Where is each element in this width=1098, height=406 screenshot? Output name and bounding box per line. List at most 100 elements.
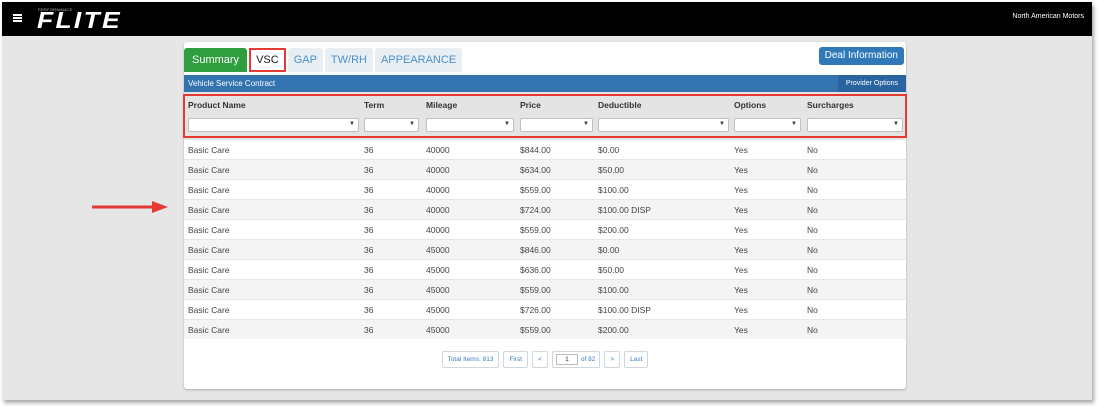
first-page-button[interactable]: First [503,350,529,368]
cell-term: 36 [364,265,374,275]
dealer-name: North American Motors [1012,13,1084,20]
cell-price: $846.00 [520,245,551,255]
cell-deductible: $100.00 DISP [598,205,651,215]
table-header: Product Name Term Mileage Price Deductib… [184,92,906,139]
cell-term: 36 [364,245,374,255]
filter-surcharges[interactable]: ▼ [807,118,903,132]
cell-term: 36 [364,285,374,295]
filter-price[interactable]: ▼ [520,118,593,132]
table-row[interactable]: Basic Care 36 40000 $844.00 $0.00 Yes No [184,139,906,159]
cell-deductible: $100.00 DISP [598,305,651,315]
cell-mileage: 45000 [426,265,450,275]
table-row[interactable]: Basic Care 36 40000 $559.00 $100.00 Yes No [184,179,906,199]
provider-options-button[interactable]: Provider Options [837,75,906,92]
prev-page-button[interactable]: < [532,350,548,368]
next-page-button[interactable]: > [604,350,621,368]
cell-term: 36 [364,205,374,215]
cell-surcharges: No [807,205,818,215]
tab-summary[interactable]: Summary [184,48,248,72]
cell-surcharges: No [807,145,818,155]
total-items: Total Items: 813 [441,350,500,368]
cell-surcharges: No [807,185,818,195]
menu-icon[interactable] [13,14,22,22]
cell-surcharges: No [807,305,818,315]
tab-gap[interactable]: GAP [287,48,323,72]
cell-product-name: Basic Care [188,165,230,175]
caret-down-icon: ▼ [791,121,797,127]
section-header: Vehicle Service Contract Provider Option… [184,75,906,92]
cell-price: $636.00 [520,265,551,275]
logo-tagline: PERFORMANCE [38,7,73,12]
table-row[interactable]: Basic Care 36 45000 $559.00 $100.00 Yes No [184,279,906,299]
cell-product-name: Basic Care [188,285,230,295]
cell-term: 36 [364,325,374,335]
filter-term[interactable]: ▼ [364,118,419,132]
cell-product-name: Basic Care [188,185,230,195]
cell-product-name: Basic Care [188,305,230,315]
arrow-annotation-icon [92,201,168,213]
col-header-product-name[interactable]: Product Name [188,100,246,110]
cell-surcharges: No [807,325,818,335]
cell-product-name: Basic Care [188,205,230,215]
cell-surcharges: No [807,265,818,275]
tab-twrh[interactable]: TW/RH [324,48,373,72]
filter-options[interactable]: ▼ [734,118,801,132]
cell-mileage: 40000 [426,185,450,195]
cell-term: 36 [364,145,374,155]
tab-vsc[interactable]: VSC [249,48,286,72]
cell-product-name: Basic Care [188,225,230,235]
deal-information-button[interactable]: Deal Information [818,47,904,65]
cell-options: Yes [734,225,748,235]
page-count: of 82 [580,355,596,363]
cell-term: 36 [364,305,374,315]
table-row[interactable]: Basic Care 36 45000 $726.00 $100.00 DISP Yes N… [184,299,906,319]
filter-deductible[interactable]: ▼ [598,118,729,132]
pagination: Total Items: 813 First < of 82 > Last [184,350,906,368]
last-page-button[interactable]: Last [624,350,649,368]
filter-mileage[interactable]: ▼ [426,118,514,132]
cell-surcharges: No [807,285,818,295]
cell-options: Yes [734,305,748,315]
page-indicator: of 82 [551,350,601,368]
logo: PERFORMANCE FLITE [37,7,133,33]
page-number-input[interactable] [555,353,578,365]
caret-down-icon: ▼ [719,121,725,127]
table-body: Basic Care 36 40000 $844.00 $0.00 Yes No Basic … [184,139,906,339]
cell-deductible: $0.00 [598,245,620,255]
table-row[interactable]: Basic Care 36 45000 $559.00 $200.00 Yes No [184,319,906,339]
table-row[interactable]: Basic Care 36 40000 $634.00 $50.00 Yes No [184,159,906,179]
cell-mileage: 45000 [426,305,450,315]
table-row[interactable]: Basic Care 36 45000 $636.00 $50.00 Yes No [184,259,906,279]
cell-deductible: $100.00 [598,185,629,195]
col-header-surcharges[interactable]: Surcharges [807,100,854,110]
cell-mileage: 40000 [426,205,450,215]
cell-term: 36 [364,185,374,195]
top-bar: PERFORMANCE FLITE North American Motors [2,2,1092,36]
caret-down-icon: ▼ [504,121,510,127]
cell-product-name: Basic Care [188,265,230,275]
col-header-deductible[interactable]: Deductible [598,100,642,110]
cell-mileage: 40000 [426,145,450,155]
caret-down-icon: ▼ [409,121,415,127]
cell-price: $726.00 [520,305,551,315]
table-row[interactable]: Basic Care 36 40000 $724.00 $100.00 DISP Yes N… [184,199,906,219]
section-title: Vehicle Service Contract [188,79,276,88]
cell-options: Yes [734,285,748,295]
tab-appearance[interactable]: APPEARANCE [374,48,463,72]
cell-surcharges: No [807,165,818,175]
filter-product-name[interactable]: ▼ [188,118,359,132]
cell-mileage: 45000 [426,325,450,335]
cell-deductible: $50.00 [598,265,624,275]
table-row[interactable]: Basic Care 36 45000 $846.00 $0.00 Yes No [184,239,906,259]
col-header-options[interactable]: Options [734,100,767,110]
cell-product-name: Basic Care [188,145,230,155]
cell-mileage: 45000 [426,245,450,255]
table-row[interactable]: Basic Care 36 40000 $559.00 $200.00 Yes No [184,219,906,239]
col-header-price[interactable]: Price [520,100,541,110]
col-header-term[interactable]: Term [364,100,385,110]
logo-text: FLITE [37,7,122,33]
cell-mileage: 45000 [426,285,450,295]
cell-deductible: $0.00 [598,145,620,155]
cell-options: Yes [734,165,748,175]
col-header-mileage[interactable]: Mileage [426,100,458,110]
